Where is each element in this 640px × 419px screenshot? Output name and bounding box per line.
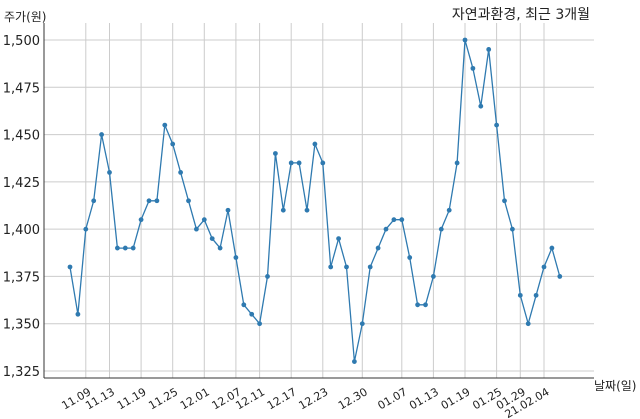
data-point	[438, 226, 444, 232]
data-point	[557, 274, 563, 279]
data-point	[352, 359, 357, 364]
data-point	[423, 302, 428, 308]
data-point	[115, 245, 120, 251]
x-tick-label: 01.07	[376, 385, 410, 412]
chart-title: 자연과환경, 최근 3개월	[452, 7, 590, 23]
data-point	[122, 245, 128, 251]
data-point	[170, 141, 176, 147]
x-tick-label: 11.19	[115, 385, 149, 412]
y-tick-label: 1,350	[3, 318, 40, 333]
data-point	[201, 217, 207, 223]
data-point	[257, 321, 262, 327]
data-point	[454, 160, 460, 166]
data-point	[359, 321, 365, 327]
data-point	[217, 245, 223, 251]
x-tick-labels: 11.0911.1311.1911.2512.0112.0712.1112.17…	[60, 385, 552, 419]
data-point	[517, 292, 523, 298]
data-point	[494, 122, 499, 128]
data-point	[186, 198, 191, 204]
data-point	[431, 274, 436, 279]
data-point	[146, 198, 152, 204]
data-point	[478, 103, 484, 109]
data-point	[162, 122, 168, 128]
data-point	[407, 255, 413, 260]
data-point	[209, 236, 215, 242]
axes	[43, 23, 594, 379]
data-point	[75, 311, 81, 317]
data-point	[312, 141, 318, 147]
x-tick-label: 01.19	[439, 385, 473, 412]
x-tick-label: 12.30	[336, 385, 370, 412]
data-point	[399, 217, 405, 223]
data-point	[391, 217, 397, 223]
data-point	[375, 245, 381, 251]
data-point	[367, 264, 373, 270]
data-point	[280, 207, 286, 213]
data-point	[296, 160, 302, 166]
y-tick-labels: 1,325 1,350 1,375 1,400 1,425 1,450 1,475 1,500	[3, 34, 40, 380]
data-point	[304, 207, 310, 213]
data-point	[288, 160, 294, 166]
y-tick-label: 1,375	[3, 270, 40, 285]
data-point	[470, 65, 476, 71]
data-point	[320, 160, 326, 166]
data-point	[344, 264, 349, 270]
x-tick-label: 11.25	[146, 385, 180, 412]
data-point	[502, 198, 507, 204]
series	[67, 37, 563, 364]
data-point	[525, 321, 531, 327]
data-point	[107, 170, 112, 175]
y-axis-label: 주가(원)	[4, 10, 46, 24]
x-tick-label: 01.13	[407, 385, 441, 412]
data-point	[549, 245, 555, 251]
data-point	[154, 198, 160, 204]
x-tick-label: 12.17	[265, 385, 299, 412]
y-tick-label: 1,400	[3, 223, 40, 238]
data-point	[265, 274, 270, 279]
data-point	[510, 226, 515, 232]
data-point	[249, 311, 255, 317]
data-point	[486, 47, 492, 52]
data-point	[194, 226, 199, 232]
data-point	[83, 226, 89, 232]
data-point	[336, 236, 341, 242]
y-tick-label: 1,475	[3, 81, 40, 96]
data-point	[415, 302, 420, 308]
data-point	[233, 255, 239, 260]
y-tick-label: 1,450	[3, 129, 40, 144]
data-point	[91, 198, 97, 204]
data-point	[241, 302, 247, 308]
data-point	[130, 245, 136, 251]
x-axis-label: 날짜(일)	[594, 379, 636, 393]
grid	[44, 23, 594, 378]
data-point	[541, 264, 547, 270]
data-point	[99, 132, 104, 137]
y-tick-label: 1,425	[3, 176, 40, 191]
x-tick-label: 12.23	[297, 385, 331, 412]
y-tick-label: 1,325	[3, 365, 40, 380]
data-point	[462, 37, 468, 43]
data-point	[273, 151, 278, 156]
data-point	[178, 170, 184, 175]
data-point	[446, 207, 452, 213]
data-point	[67, 264, 73, 270]
data-point	[383, 226, 389, 232]
series-line	[69, 39, 561, 362]
data-point	[225, 207, 231, 213]
y-tick-label: 1,500	[3, 34, 40, 49]
x-tick-label: 12.01	[178, 385, 212, 412]
data-point	[138, 217, 144, 223]
data-point	[328, 264, 334, 270]
data-point	[533, 292, 539, 298]
